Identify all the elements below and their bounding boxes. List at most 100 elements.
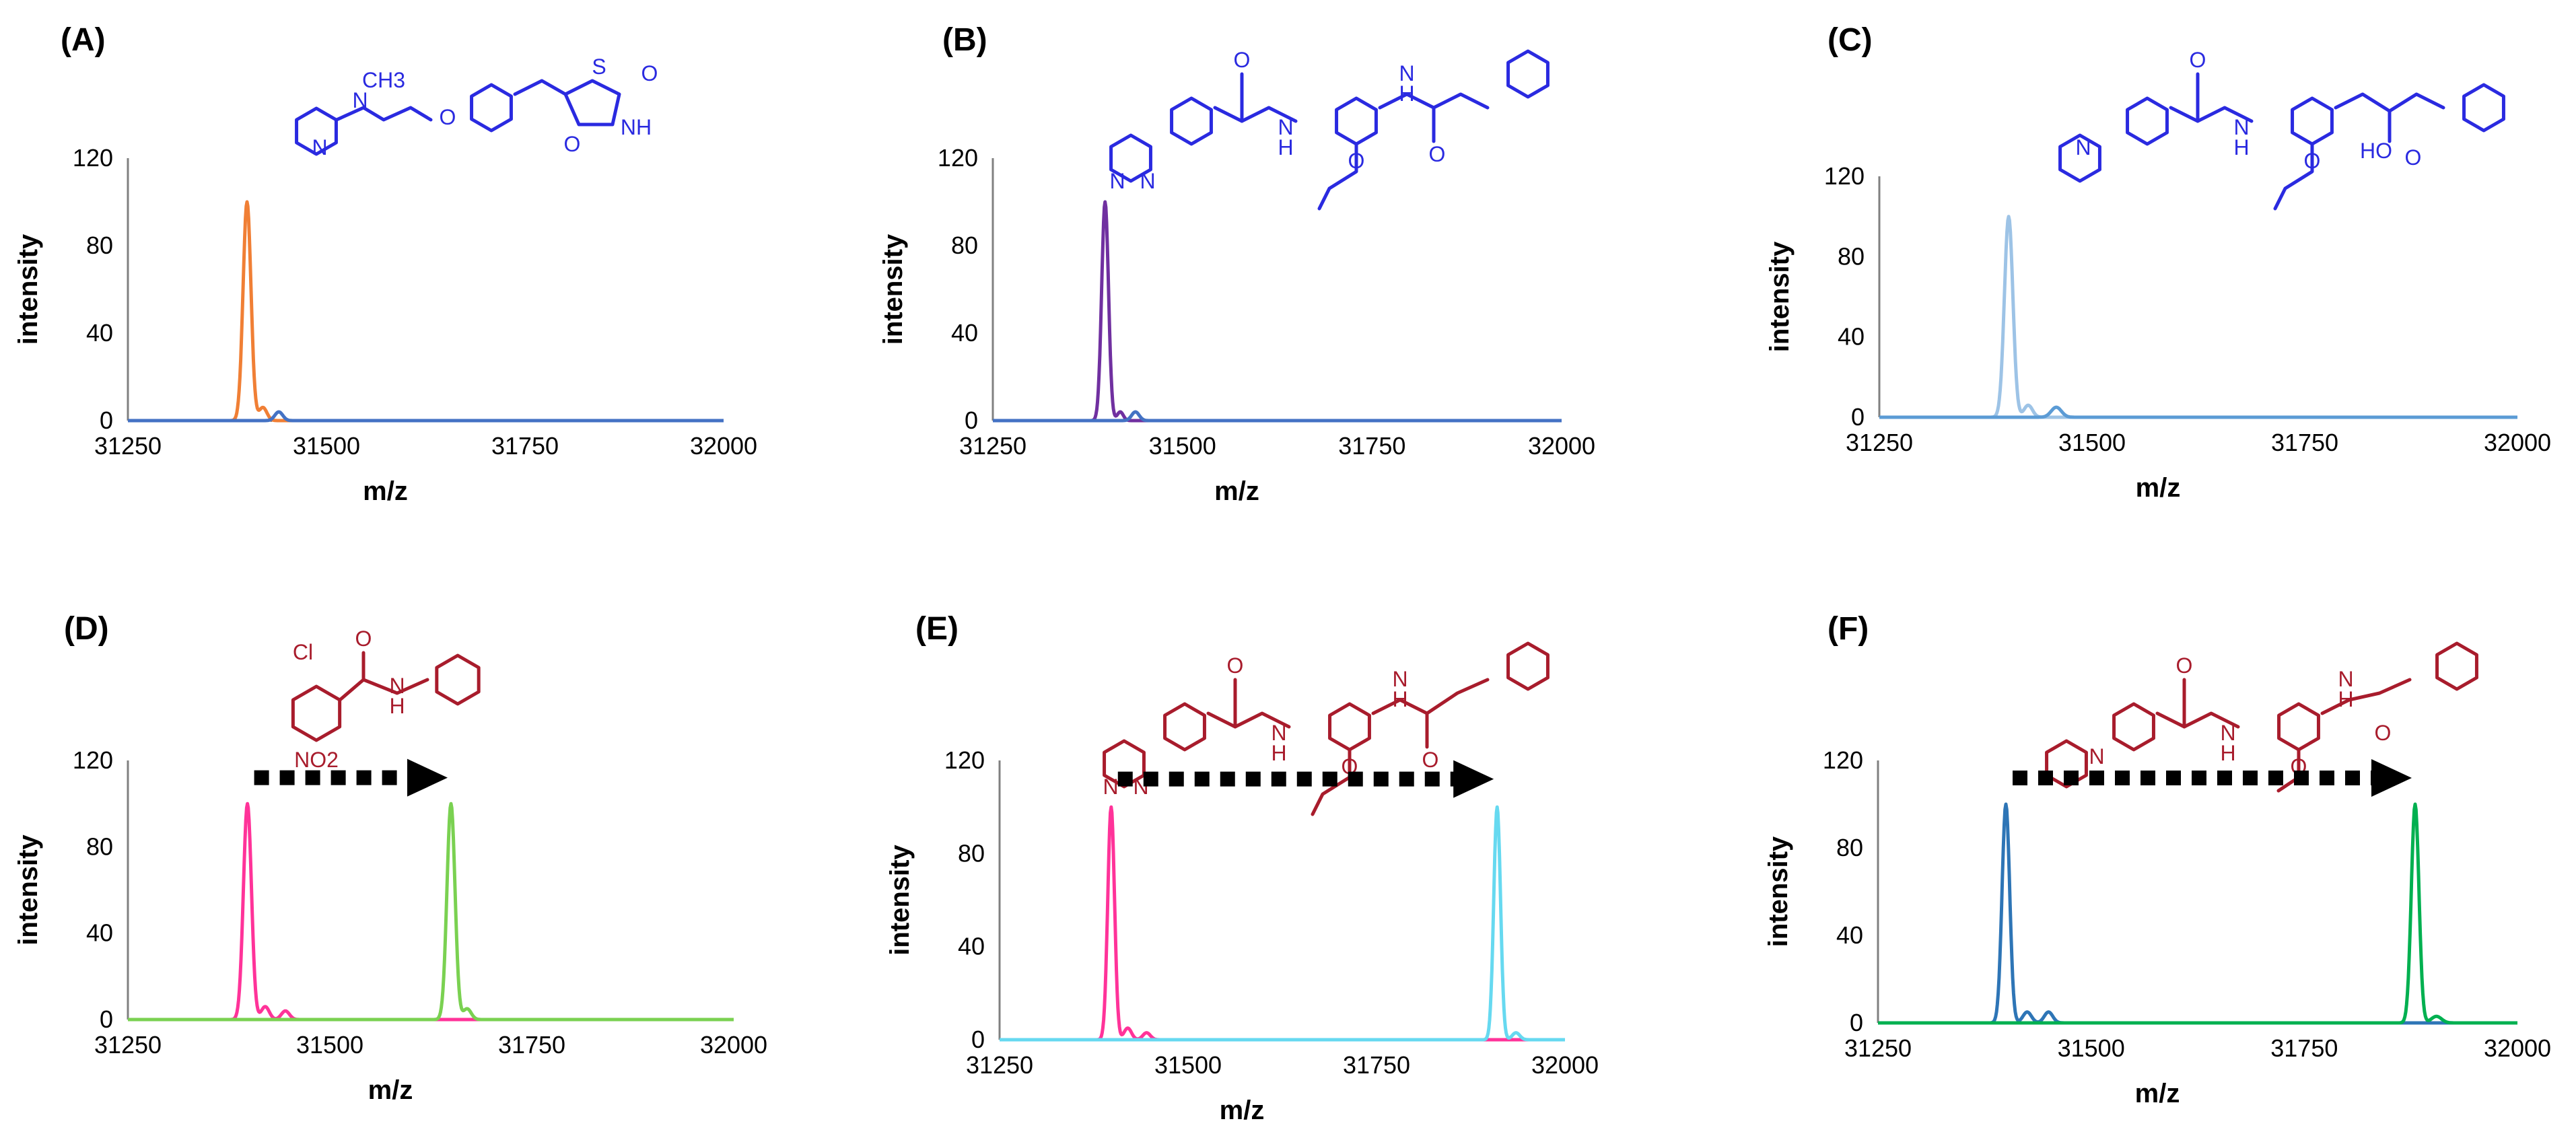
structure-bond [1213, 106, 1298, 123]
structure-bond [1378, 92, 1436, 143]
x-axis-title: m/z [363, 476, 408, 506]
structure-atom-label: N [2220, 721, 2235, 745]
structure-atom-label: O [1429, 142, 1446, 166]
series-line-adduct [127, 801, 735, 1022]
structure-atom-label: HO [2360, 139, 2392, 163]
y-tick-label: 80 [1838, 242, 1865, 270]
y-axis-title: intensity [885, 845, 915, 956]
structure-atom-label: N [1399, 61, 1414, 85]
benzene-ring [1163, 702, 1206, 752]
x-tick-label: 31750 [2271, 429, 2338, 456]
structure-atom-label: CH3 [362, 68, 405, 92]
x-tick-label: 31250 [94, 1031, 162, 1059]
chart-panel-d: (D) Cl ONH NO2 0 40 80 120 31250 31500 31750 32000 m… [13, 611, 767, 1105]
panel-label: (C) [1827, 22, 1873, 58]
structure-atom-label: H [2233, 135, 2249, 159]
y-tick-label: 120 [73, 144, 113, 172]
structure-atom-label: H [1392, 687, 1407, 711]
structure-atom-label: N [1109, 169, 1125, 193]
structure-atom-label: N [1140, 169, 1155, 193]
x-tick-label: 31250 [94, 432, 162, 460]
carbonyl-bond [338, 651, 365, 702]
structure-bond [1371, 698, 1429, 749]
x-tick-label: 31250 [1846, 429, 1913, 456]
series-line-unmodified [127, 801, 735, 1022]
structure-bond [2169, 106, 2254, 123]
benzene-ring [470, 83, 513, 133]
structure-atom-label: S [592, 55, 606, 79]
structure-atom-label: N [1103, 775, 1118, 799]
structure-atom-label: H [2338, 687, 2353, 711]
series-line-minor [991, 410, 1563, 423]
panel-label: (B) [942, 22, 987, 58]
series-line-adduct [998, 805, 1566, 1042]
structure-atom-label: H [2220, 741, 2235, 765]
y-tick-label: 80 [951, 231, 978, 259]
structure-atom-label: O [641, 61, 658, 85]
y-tick-label: 0 [971, 1026, 985, 1053]
series-line-main [991, 200, 1563, 423]
y-tick-label: 0 [100, 406, 113, 434]
structure-atom-label: O [1348, 149, 1365, 173]
structure-bond [2273, 143, 2314, 211]
y-tick-label: 40 [1838, 323, 1865, 351]
structure-atom-label: N [352, 88, 368, 112]
alkyne-bond [1425, 678, 1490, 715]
structure-atom-label: O [2176, 653, 2193, 678]
series-line-adduct [1877, 802, 2519, 1025]
structure-bond [1206, 711, 1291, 729]
structure-atom-label: N [2075, 135, 2091, 159]
structure-atom-label: H [1271, 741, 1286, 765]
structure-bond [2155, 711, 2240, 729]
structure-atom-label: H [1278, 135, 1293, 159]
structure-atom-label: O [2304, 149, 2321, 173]
benzene-ring [1506, 641, 1550, 691]
piperidine-ring [2045, 739, 2088, 789]
shift-arrow-head [2371, 759, 2412, 797]
y-tick-label: 120 [944, 746, 985, 774]
x-tick-label: 32000 [700, 1031, 767, 1059]
x-tick-label: 31750 [2270, 1034, 2338, 1062]
y-tick-label: 0 [1850, 1009, 1863, 1036]
x-axis-title: m/z [1220, 1096, 1265, 1125]
x-tick-label: 32000 [690, 432, 757, 460]
y-axis-title: intensity [1765, 241, 1795, 352]
shift-arrow-head [1453, 760, 1494, 798]
structure-atom-label: O [1227, 653, 1244, 678]
x-tick-label: 31500 [1149, 432, 1216, 460]
structure-atom-label: H [1399, 81, 1414, 106]
structure-atom-label: H [389, 694, 405, 718]
structure-atom-label: N [1278, 115, 1293, 139]
structure-bond [513, 79, 567, 96]
series-line-minor [1878, 405, 2519, 419]
structure-atom-label: N [1392, 667, 1407, 691]
y-tick-label: 40 [951, 319, 978, 347]
x-axis-title: m/z [2135, 1079, 2180, 1108]
y-tick-label: 120 [73, 746, 113, 774]
y-tick-label: 120 [1824, 162, 1865, 190]
y-tick-label: 0 [100, 1005, 113, 1033]
structure-atom-label: NH [621, 115, 652, 139]
x-tick-label: 31500 [296, 1031, 363, 1059]
x-tick-label: 32000 [2484, 1034, 2551, 1062]
y-tick-label: 80 [86, 231, 113, 259]
benzene-ring [1170, 96, 1213, 146]
structure-atom-label: O [355, 627, 372, 651]
y-tick-label: 80 [958, 839, 985, 867]
structure-bond [1317, 143, 1358, 211]
y-axis-title: intensity [1764, 836, 1793, 947]
x-tick-label: 31250 [959, 432, 1026, 460]
benzene-ring [2291, 96, 2334, 146]
benzene-ring [2462, 83, 2505, 133]
y-tick-label: 40 [86, 919, 113, 947]
structure-atom-label: O [440, 105, 456, 129]
structure-bond [1432, 92, 1490, 110]
x-tick-label: 31750 [1343, 1051, 1410, 1079]
pyrimidine-ring [1109, 133, 1152, 183]
y-axis-title: intensity [13, 834, 43, 946]
